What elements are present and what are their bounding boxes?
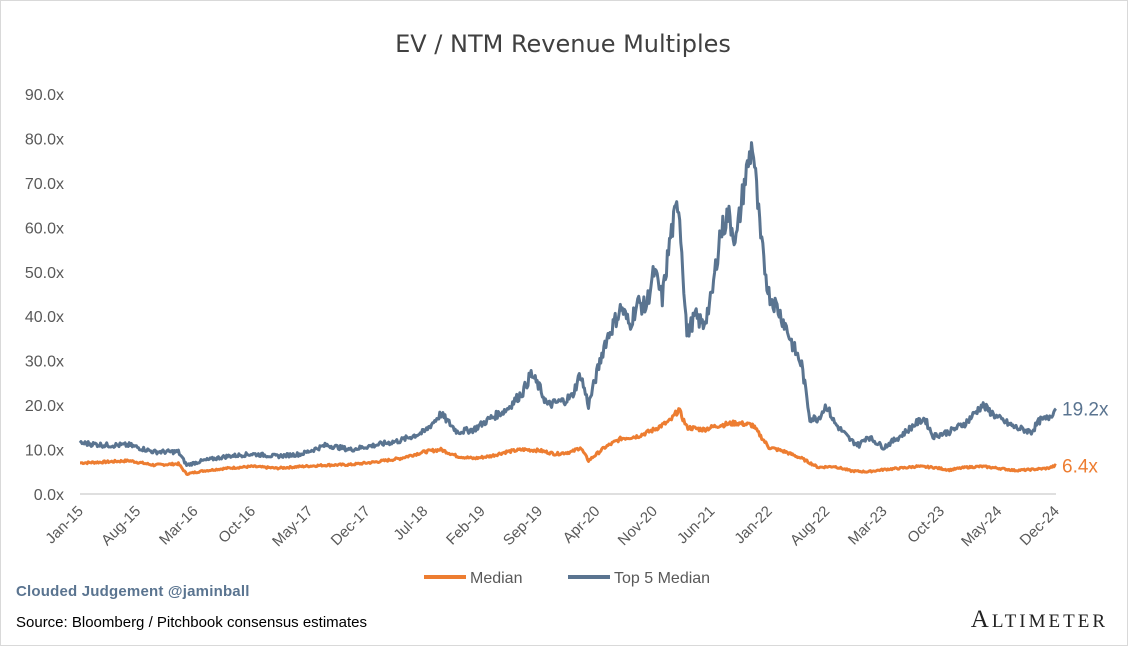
series-line-median	[79, 407, 1057, 476]
x-tick-label: Apr-20	[560, 503, 604, 547]
x-tick-label: Jan-15	[42, 503, 86, 547]
y-tick-label: 30.0x	[25, 354, 64, 371]
y-tick-label: 70.0x	[25, 176, 64, 193]
x-tick-label: Jan-22	[731, 503, 775, 547]
y-tick-label: 80.0x	[25, 131, 64, 148]
x-tick-label: Jun-21	[674, 503, 718, 547]
x-tick-label: Jul-18	[390, 503, 431, 544]
y-tick-label: 20.0x	[25, 398, 64, 415]
watermark-text: Clouded Judgement @jaminball	[16, 583, 250, 600]
x-tick-label: Oct-23	[904, 503, 948, 547]
y-tick-label: 90.0x	[25, 87, 64, 104]
y-tick-label: 40.0x	[25, 309, 64, 326]
series-line-top5-median	[78, 141, 1058, 467]
x-tick-label: May-24	[958, 503, 1005, 550]
gridlines	[80, 493, 1056, 495]
legend-label: Top 5 Median	[614, 570, 710, 587]
y-tick-label: 60.0x	[25, 220, 64, 237]
x-tick-label: Mar-16	[156, 503, 202, 549]
y-tick-label: 50.0x	[25, 265, 64, 282]
logo-initial: A	[970, 606, 992, 633]
x-tick-label: Oct-16	[215, 503, 259, 547]
legend-label: Median	[470, 570, 522, 587]
x-tick-label: Dec-17	[328, 503, 374, 549]
x-tick-label: Aug-22	[787, 503, 833, 549]
altimeter-logo: ALTIMETER	[971, 606, 1108, 634]
y-tick-label: 10.0x	[25, 443, 64, 460]
x-tick-label: Feb-19	[443, 503, 489, 549]
x-tick-label: Dec-24	[1017, 503, 1063, 549]
source-note: Source: Bloomberg / Pitchbook consensus …	[16, 614, 368, 631]
x-tick-label: Sep-19	[500, 503, 546, 549]
logo-rest: LTIMETER	[991, 611, 1108, 632]
end-labels: 6.4x 19.2x	[1062, 400, 1109, 478]
x-tick-label: Mar-23	[845, 503, 891, 549]
chart-title: EV / NTM Revenue Multiples	[395, 30, 731, 58]
x-tick-label: Nov-20	[615, 503, 661, 549]
end-value-label: 6.4x	[1062, 457, 1098, 478]
legend: Median Top 5 Median	[424, 570, 710, 587]
end-value-label: 19.2x	[1062, 400, 1109, 421]
series-lines	[78, 141, 1058, 476]
y-axis: 0.0x 10.0x 20.0x 30.0x 40.0x 50.0x 60.0x 70.0x 8…	[25, 87, 64, 504]
y-tick-label: 0.0x	[34, 487, 64, 504]
x-tick-label: May-17	[269, 503, 316, 550]
x-tick-label: Aug-15	[98, 503, 144, 549]
x-axis: Jan-15 Aug-15 Mar-16 Oct-16 May-17 Dec-17 Jul-…	[42, 503, 1062, 550]
